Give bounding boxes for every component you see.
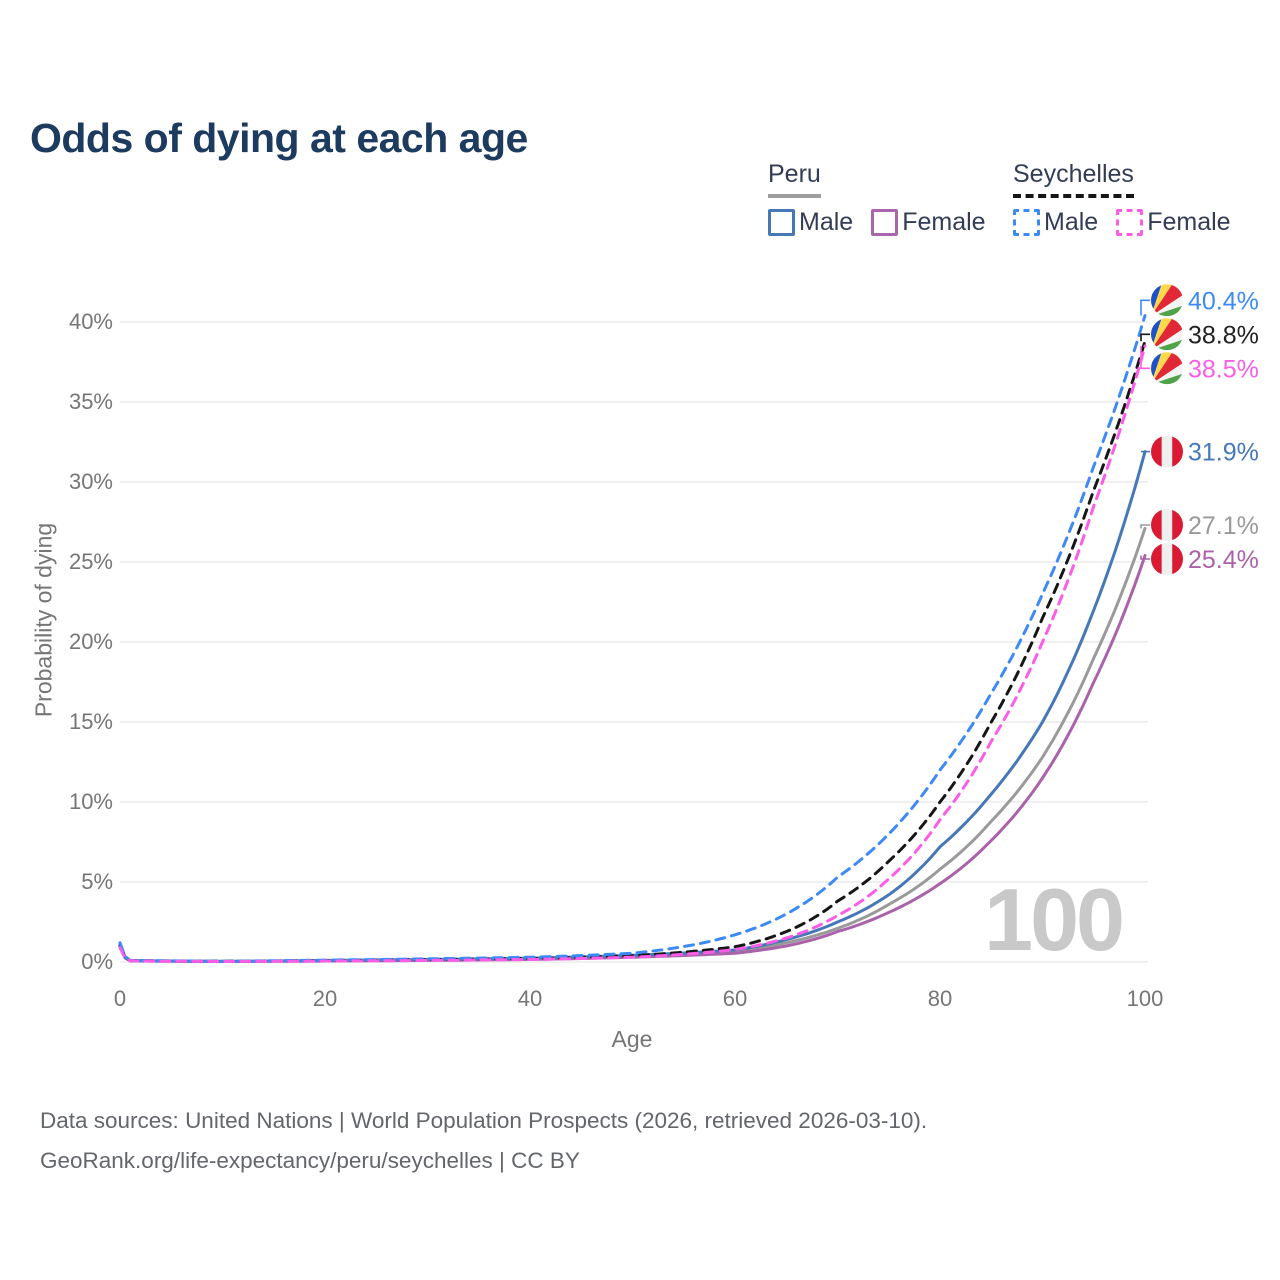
series-end-label: 38.8% — [1188, 321, 1259, 349]
x-axis-title: Age — [611, 1026, 653, 1052]
legend-swatch-dashed-icon[interactable] — [1013, 209, 1040, 236]
legend-swatch-solid-icon[interactable] — [871, 209, 899, 236]
seychelles-flag-icon — [1151, 318, 1183, 351]
y-tick-label: 35% — [68, 389, 113, 414]
end-label-connector — [1140, 333, 1150, 342]
legend-item-seychelles-male[interactable]: Male — [1013, 208, 1098, 237]
series-line-seychelles-both — [118, 339, 1147, 963]
legend-items-row: Male Female — [768, 208, 986, 237]
age-watermark: 100 — [984, 870, 1125, 969]
end-label-connector — [1140, 555, 1150, 560]
legend-country-label-seychelles[interactable]: Seychelles — [1013, 160, 1134, 198]
legend-group-seychelles: Seychelles Male Female — [1013, 160, 1231, 237]
end-label-connector — [1140, 346, 1150, 370]
peru-flag-icon — [1151, 543, 1183, 575]
series-line-seychelles-male — [118, 314, 1147, 963]
series-line-seychelles-female — [118, 344, 1147, 963]
x-tick-label: 20 — [312, 986, 338, 1011]
y-tick-label: 15% — [68, 709, 113, 734]
y-tick-label: 25% — [68, 549, 113, 574]
x-tick-label: 60 — [722, 986, 748, 1011]
y-tick-label: 10% — [68, 789, 113, 814]
legend-item-label: Male — [1044, 208, 1099, 236]
legend-item-peru-female[interactable]: Female — [871, 208, 986, 237]
x-tick-label: 80 — [927, 986, 953, 1011]
legend-country-label-peru[interactable]: Peru — [768, 160, 821, 198]
peru-flag-icon — [1151, 509, 1183, 541]
end-label-connector — [1140, 524, 1150, 529]
y-tick-label: 40% — [68, 309, 113, 334]
legend-swatch-solid-icon[interactable] — [768, 209, 795, 236]
legend-item-label: Female — [1147, 208, 1231, 236]
legend-item-peru-male[interactable]: Male — [768, 208, 853, 237]
x-tick-label: 40 — [517, 986, 543, 1011]
peru-flag-icon — [1151, 435, 1183, 468]
series-end-label: 40.4% — [1188, 287, 1259, 315]
x-tick-label: 0 — [113, 986, 127, 1011]
legend-item-label: Male — [799, 208, 854, 236]
page-title: Odds of dying at each age — [30, 115, 528, 162]
attribution-line: GeoRank.org/life-expectancy/peru/seychel… — [40, 1148, 580, 1173]
y-tick-label: 30% — [68, 469, 113, 494]
y-tick-label: 0% — [81, 949, 113, 974]
data-sources-line: Data sources: United Nations | World Pop… — [40, 1108, 928, 1133]
legend-items-row: Male Female — [1013, 208, 1231, 237]
legend-item-seychelles-female[interactable]: Female — [1116, 208, 1231, 237]
end-label-connector — [1140, 299, 1150, 316]
legend-group-peru: Peru Male Female — [768, 160, 986, 237]
legend-item-label: Female — [902, 208, 986, 236]
legend-swatch-dashed-icon[interactable] — [1116, 209, 1144, 236]
series-end-label: 27.1% — [1188, 512, 1259, 540]
series-end-label: 38.5% — [1188, 355, 1259, 383]
y-axis-title: Probability of dying — [30, 522, 57, 718]
y-tick-label: 20% — [68, 629, 113, 654]
seychelles-flag-icon — [1151, 284, 1183, 317]
y-tick-label: 5% — [81, 869, 113, 894]
x-tick-label: 100 — [1126, 986, 1164, 1011]
seychelles-flag-icon — [1151, 352, 1183, 385]
series-end-label: 25.4% — [1188, 546, 1259, 574]
series-end-label: 31.9% — [1188, 439, 1259, 467]
